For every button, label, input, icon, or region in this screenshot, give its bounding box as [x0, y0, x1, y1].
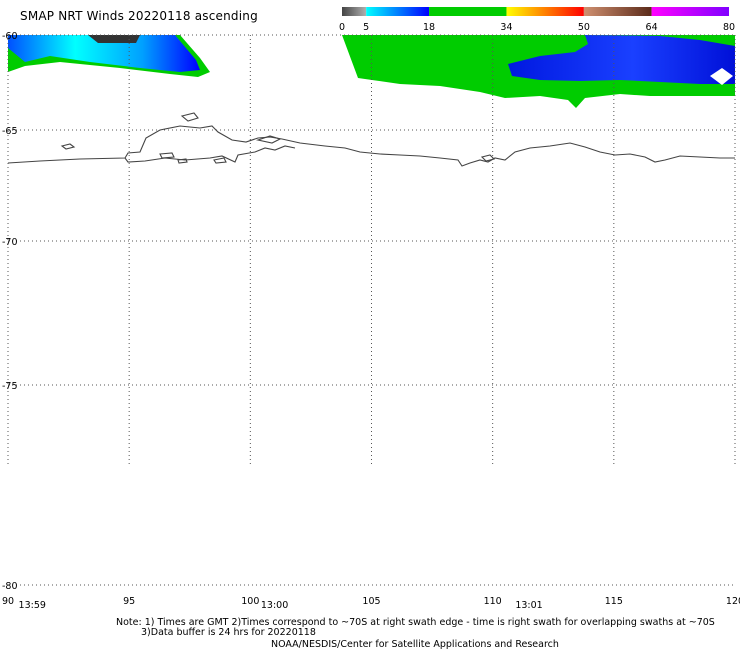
lon-label: 95: [123, 596, 135, 607]
antarctic-coastline: [7, 112, 735, 167]
island-2: [159, 152, 175, 159]
colorbar-segment: [342, 7, 367, 16]
island-3: [177, 158, 188, 164]
island-6: [213, 157, 227, 164]
colorbar-tick-label: 80: [723, 22, 735, 33]
island-4: [180, 112, 199, 122]
lon-label: 100: [241, 596, 259, 607]
left-swath-blue: [8, 35, 200, 72]
right-swath-blue: [508, 35, 735, 84]
island-7: [480, 154, 496, 162]
swath-time-label: 13:00: [261, 600, 288, 611]
lon-label: 110: [484, 596, 502, 607]
coastline-main: [7, 125, 735, 167]
map-title: SMAP NRT Winds 20220118 ascending: [20, 9, 258, 23]
colorbar-tick-label: 18: [423, 22, 435, 33]
note-line-2: 3)Data buffer is 24 hrs for 20220118: [141, 627, 316, 638]
right-swath-white-patch: [710, 68, 733, 85]
wind-swaths: [8, 35, 735, 108]
lon-label: 105: [362, 596, 380, 607]
lon-label: 90: [2, 596, 14, 607]
island-5: [255, 135, 282, 144]
lat-label: -75: [2, 381, 18, 392]
coastline-ice-shelf: [124, 145, 296, 163]
wind-speed-colorbar: 0 5 18 34 50 64 80: [339, 7, 735, 33]
colorbar-tick-label: 64: [646, 22, 658, 33]
colorbar-segment: [583, 7, 652, 16]
colorbar-segment: [429, 7, 507, 16]
lat-lon-grid: [7, 34, 736, 586]
swath-time-label: 13:01: [515, 600, 542, 611]
lon-label: 120: [726, 596, 740, 607]
lat-label: -70: [2, 237, 18, 248]
axis-labels: -60 -65 -70 -75 -80 90 95 100 105 110 115 120 13:59 1…: [2, 31, 740, 611]
colorbar-segment: [651, 7, 729, 16]
colorbar-segment: [506, 7, 584, 16]
colorbar-tick-label: 50: [578, 22, 590, 33]
colorbar-tick-label: 0: [339, 22, 345, 33]
island-1: [60, 143, 76, 150]
colorbar-tick-label: 5: [363, 22, 369, 33]
lat-label: -60: [2, 31, 18, 42]
colorbar-segment: [366, 7, 430, 16]
swath-time-label: 13:59: [19, 600, 46, 611]
note-line-3: NOAA/NESDIS/Center for Satellite Applica…: [271, 639, 559, 650]
note-line-1: Note: 1) Times are GMT 2)Times correspon…: [116, 617, 715, 628]
left-swath-dark: [88, 35, 140, 43]
colorbar-tick-label: 34: [500, 22, 512, 33]
lat-label: -80: [2, 581, 18, 592]
lon-label: 115: [605, 596, 623, 607]
lat-label: -65: [2, 126, 18, 137]
